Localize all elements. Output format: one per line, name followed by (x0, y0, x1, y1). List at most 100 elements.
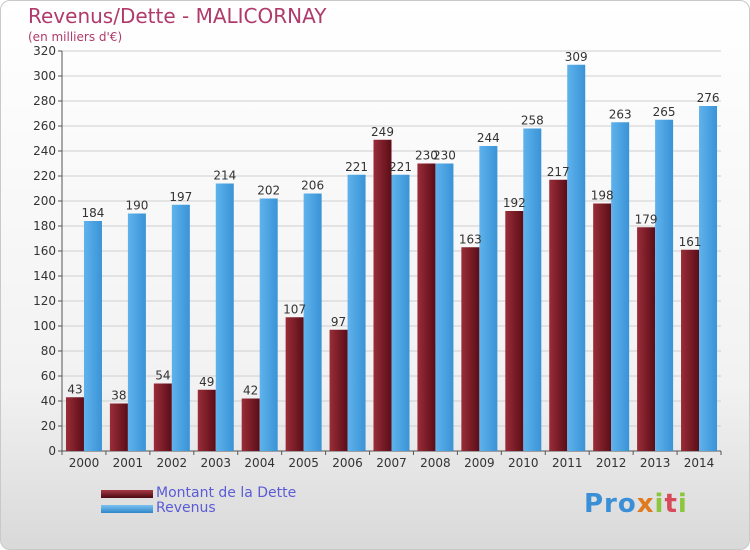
data-label-debt: 217 (547, 165, 570, 179)
y-tick-label: 40 (41, 394, 56, 408)
proxiti-logo: Proxiti (584, 489, 688, 519)
data-label-debt: 42 (243, 384, 258, 398)
bar-revenue (215, 183, 234, 451)
data-label-revenue: 309 (565, 50, 588, 64)
y-tick-label: 320 (33, 44, 56, 58)
data-label-debt: 198 (591, 189, 614, 203)
bar-debt (681, 249, 700, 451)
data-label-revenue: 214 (213, 169, 236, 183)
x-tick-label: 2003 (200, 456, 231, 470)
bar-revenue (347, 174, 366, 451)
y-tick-label: 280 (33, 94, 56, 108)
x-tick-label: 2012 (596, 456, 627, 470)
data-label-debt: 249 (371, 125, 394, 139)
y-tick-label: 200 (33, 194, 56, 208)
bar-debt (593, 203, 612, 451)
bar-revenue (567, 64, 586, 451)
bar-debt (373, 139, 392, 451)
legend-swatch-debt (101, 490, 153, 498)
bar-revenue (127, 213, 146, 451)
bar-debt (637, 227, 656, 451)
y-tick-label: 240 (33, 144, 56, 158)
data-label-debt: 179 (635, 212, 658, 226)
x-tick-label: 2010 (508, 456, 539, 470)
x-tick-label: 2009 (464, 456, 495, 470)
bar-revenue (171, 204, 190, 451)
data-label-revenue: 276 (697, 91, 720, 105)
data-label-debt: 49 (199, 375, 214, 389)
y-tick-label: 20 (41, 419, 56, 433)
data-label-revenue: 221 (389, 160, 412, 174)
x-tick-label: 2001 (113, 456, 144, 470)
bar-revenue (435, 163, 454, 451)
data-label-revenue: 206 (301, 179, 324, 193)
y-tick-label: 300 (33, 69, 56, 83)
x-tick-label: 2008 (420, 456, 451, 470)
data-label-revenue: 197 (169, 190, 192, 204)
bar-revenue (83, 221, 102, 451)
bar-revenue (479, 146, 498, 451)
bar-debt (285, 317, 304, 451)
y-tick-label: 160 (33, 244, 56, 258)
data-label-revenue: 258 (521, 114, 544, 128)
bar-debt (505, 211, 524, 451)
bar-revenue (259, 198, 278, 451)
bar-debt (461, 247, 480, 451)
y-tick-label: 0 (48, 444, 56, 458)
data-label-debt: 38 (111, 389, 126, 403)
data-label-debt: 107 (283, 302, 306, 316)
bar-revenue (655, 119, 674, 451)
bar-debt (109, 403, 128, 451)
data-label-debt: 54 (155, 369, 170, 383)
legend-label-revenue: Revenus (156, 500, 216, 516)
x-tick-label: 2013 (640, 456, 671, 470)
bar-revenue (699, 106, 718, 451)
bar-revenue (303, 193, 322, 451)
data-label-revenue: 244 (477, 131, 500, 145)
x-tick-label: 2006 (332, 456, 363, 470)
data-label-debt: 230 (415, 149, 438, 163)
data-label-revenue: 230 (433, 149, 456, 163)
bar-debt (153, 383, 172, 451)
bar-revenue (391, 174, 410, 451)
data-label-revenue: 265 (653, 105, 676, 119)
bar-debt (329, 329, 348, 451)
bar-revenue (611, 122, 630, 451)
data-label-revenue: 184 (82, 206, 105, 220)
bar-debt (549, 179, 568, 451)
y-tick-label: 120 (33, 294, 56, 308)
x-tick-label: 2005 (288, 456, 319, 470)
data-label-debt: 161 (679, 235, 702, 249)
data-label-revenue: 263 (609, 107, 632, 121)
bar-debt (65, 397, 84, 451)
chart-subtitle: (en milliers d'€) (28, 30, 123, 44)
x-tick-label: 2000 (69, 456, 100, 470)
x-tick-label: 2011 (552, 456, 583, 470)
bar-debt (241, 398, 260, 451)
data-label-revenue: 221 (345, 160, 368, 174)
y-tick-label: 180 (33, 219, 56, 233)
data-label-debt: 163 (459, 232, 482, 246)
chart-title: Revenus/Dette - MALICORNAY (28, 4, 327, 28)
y-tick-label: 100 (33, 319, 56, 333)
data-label-revenue: 202 (257, 184, 280, 198)
data-label-debt: 43 (67, 382, 82, 396)
y-tick-label: 140 (33, 269, 56, 283)
legend-swatch-revenue (101, 505, 153, 513)
legend-label-debt: Montant de la Dette (156, 485, 297, 501)
bar-revenue (523, 128, 542, 451)
x-tick-label: 2004 (244, 456, 275, 470)
data-label-revenue: 190 (125, 199, 148, 213)
y-tick-label: 260 (33, 119, 56, 133)
x-tick-label: 2014 (684, 456, 715, 470)
x-tick-label: 2002 (157, 456, 188, 470)
bar-debt (417, 163, 436, 451)
x-tick-label: 2007 (376, 456, 407, 470)
data-label-debt: 97 (331, 315, 346, 329)
bar-debt (197, 389, 216, 451)
y-tick-label: 60 (41, 369, 56, 383)
y-tick-label: 80 (41, 344, 56, 358)
y-tick-label: 220 (33, 169, 56, 183)
